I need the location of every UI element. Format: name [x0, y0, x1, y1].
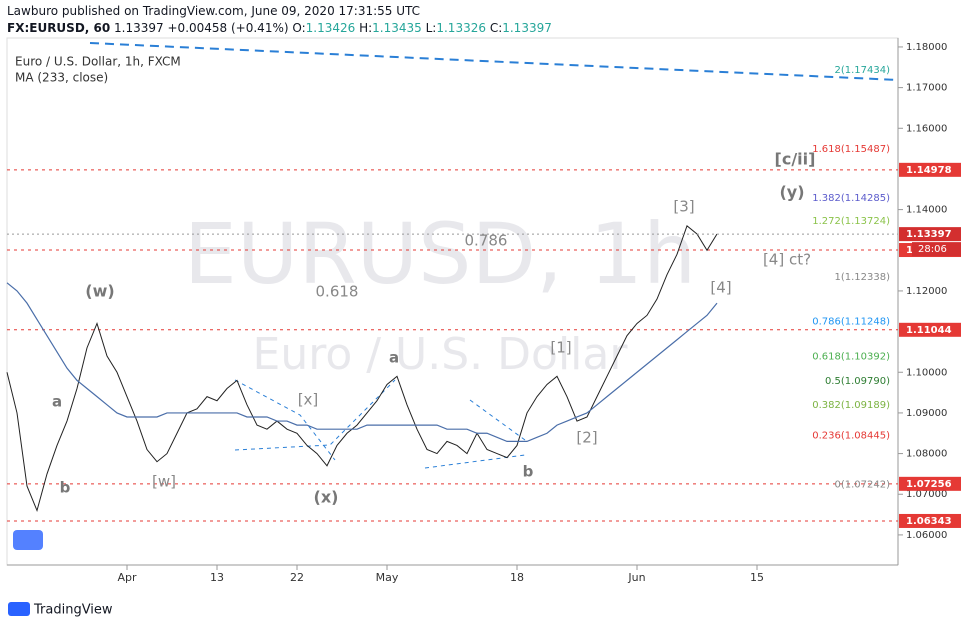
- countdown-badge: [912, 242, 961, 257]
- wave-label: a: [52, 393, 62, 411]
- wave-label: (y): [779, 183, 804, 202]
- watermark: EURUSD, 1h: [184, 205, 697, 303]
- level-badge: [899, 513, 961, 528]
- series-line: [6, 282, 718, 442]
- ohlc-key: O:: [292, 21, 306, 35]
- ohlc-key: L:: [425, 21, 437, 35]
- x-tick-label: 18: [510, 571, 524, 584]
- ohlc-value: 1.13326: [436, 21, 486, 35]
- publisher: Lawburo published on TradingView.com, Ju…: [7, 4, 421, 18]
- fib-label: 1.382(1.14285): [812, 193, 890, 204]
- x-tick-label: May: [376, 571, 399, 584]
- wave-label: a: [389, 349, 399, 367]
- level-label: 1.07256: [906, 479, 952, 490]
- fib-label: 0.5(1.09790): [825, 376, 890, 387]
- level-label: 1.11044: [906, 325, 952, 336]
- ohlc-value: 1.13426: [305, 21, 356, 35]
- triangle: [234, 379, 336, 461]
- y-tick-label: 1.12000: [906, 286, 947, 297]
- level-badge: [899, 476, 961, 491]
- wave-label: b: [523, 463, 534, 481]
- trend-line: [89, 42, 899, 81]
- symbol-bar: FX:EURUSD, 60 1.13397 +0.00458 (+0.41%) …: [7, 21, 552, 35]
- series-line: [6, 225, 718, 513]
- fib-label: 1.618(1.15487): [812, 144, 890, 155]
- y-tick-label: 1.16000: [906, 123, 947, 134]
- watermark-sub: Euro / U.S. Dollar: [253, 329, 629, 380]
- fib-label: 0.382(1.09189): [812, 400, 890, 411]
- ohlc-value: 1.13435: [372, 21, 422, 35]
- ohlc-key: C:: [489, 21, 503, 35]
- x-tick-label: Jun: [627, 571, 645, 584]
- y-tick-label: 1.17000: [906, 83, 947, 94]
- ohlc: O:1.13426 H:1.13435 L:1.13326 C:1.13397: [292, 21, 552, 35]
- change: +0.00458 (+0.41%): [167, 21, 289, 35]
- x-tick-label: Apr: [117, 571, 137, 584]
- wave-label: [2]: [576, 429, 597, 447]
- wave-label: 0.786: [465, 232, 508, 250]
- wave-label: (x): [314, 488, 339, 507]
- wave-label: (w): [85, 282, 114, 301]
- ohlc-key: H:: [359, 21, 373, 35]
- wave-label: [4]: [710, 279, 731, 297]
- y-tick-label: 1.10000: [906, 367, 947, 378]
- fib-label: 2(1.17434): [834, 65, 890, 76]
- symbol: FX:EURUSD, 60: [7, 21, 111, 35]
- triangle: [469, 399, 526, 441]
- wave-label: [c/ii]: [775, 150, 816, 169]
- last: 1.13397: [114, 21, 164, 35]
- triangle: [424, 454, 526, 469]
- level-label: 1.06343: [906, 516, 952, 527]
- y-tick-label: 1.06000: [906, 530, 947, 541]
- ohlc-value: 1.13397: [502, 21, 552, 35]
- y-tick-label: 1.08000: [906, 449, 947, 460]
- y-tick-label: 1.07000: [906, 489, 947, 500]
- wave-label: [x]: [298, 391, 319, 409]
- wave-label: [3]: [673, 198, 694, 216]
- logo-badge: [13, 530, 43, 550]
- countdown: 28:06: [918, 244, 947, 255]
- fib-label: 0.236(1.08445): [812, 430, 890, 441]
- level-badge: [899, 162, 961, 177]
- last-price-label: 1.13397: [906, 229, 952, 240]
- footer-brand: TradingView: [33, 603, 113, 618]
- fib-label: 0(1.07242): [834, 479, 890, 490]
- level-label: 1.14978: [906, 165, 952, 176]
- last-price-badge: [899, 227, 961, 242]
- fib-label: 1.272(1.13724): [812, 216, 890, 227]
- legend-entry: MA (233, close): [15, 71, 108, 85]
- fib-label: 1(1.12338): [834, 272, 890, 283]
- wave-label: [4] ct?: [763, 251, 811, 269]
- x-tick-label: 15: [750, 571, 764, 584]
- x-tick-label: 13: [210, 571, 224, 584]
- fib-label: 0.618(1.10392): [812, 351, 890, 362]
- level-badge: [899, 322, 961, 337]
- wave-label: 0.618: [316, 283, 359, 301]
- wave-label: [w]: [152, 473, 176, 491]
- y-tick-label: 1.18000: [906, 42, 947, 53]
- y-tick-label: 1.14000: [906, 205, 947, 216]
- wave-label: [1]: [550, 339, 571, 357]
- logo: [8, 530, 43, 616]
- fib-label: 0.786(1.11248): [812, 317, 890, 328]
- legend-entry: Euro / U.S. Dollar, 1h, FXCM: [15, 55, 181, 69]
- logo-mark: [8, 602, 30, 616]
- x-tick-label: 22: [290, 571, 304, 584]
- triangle-lines: [234, 379, 526, 469]
- y-tick-label: 1.09000: [906, 408, 947, 419]
- wave-label: b: [60, 479, 71, 497]
